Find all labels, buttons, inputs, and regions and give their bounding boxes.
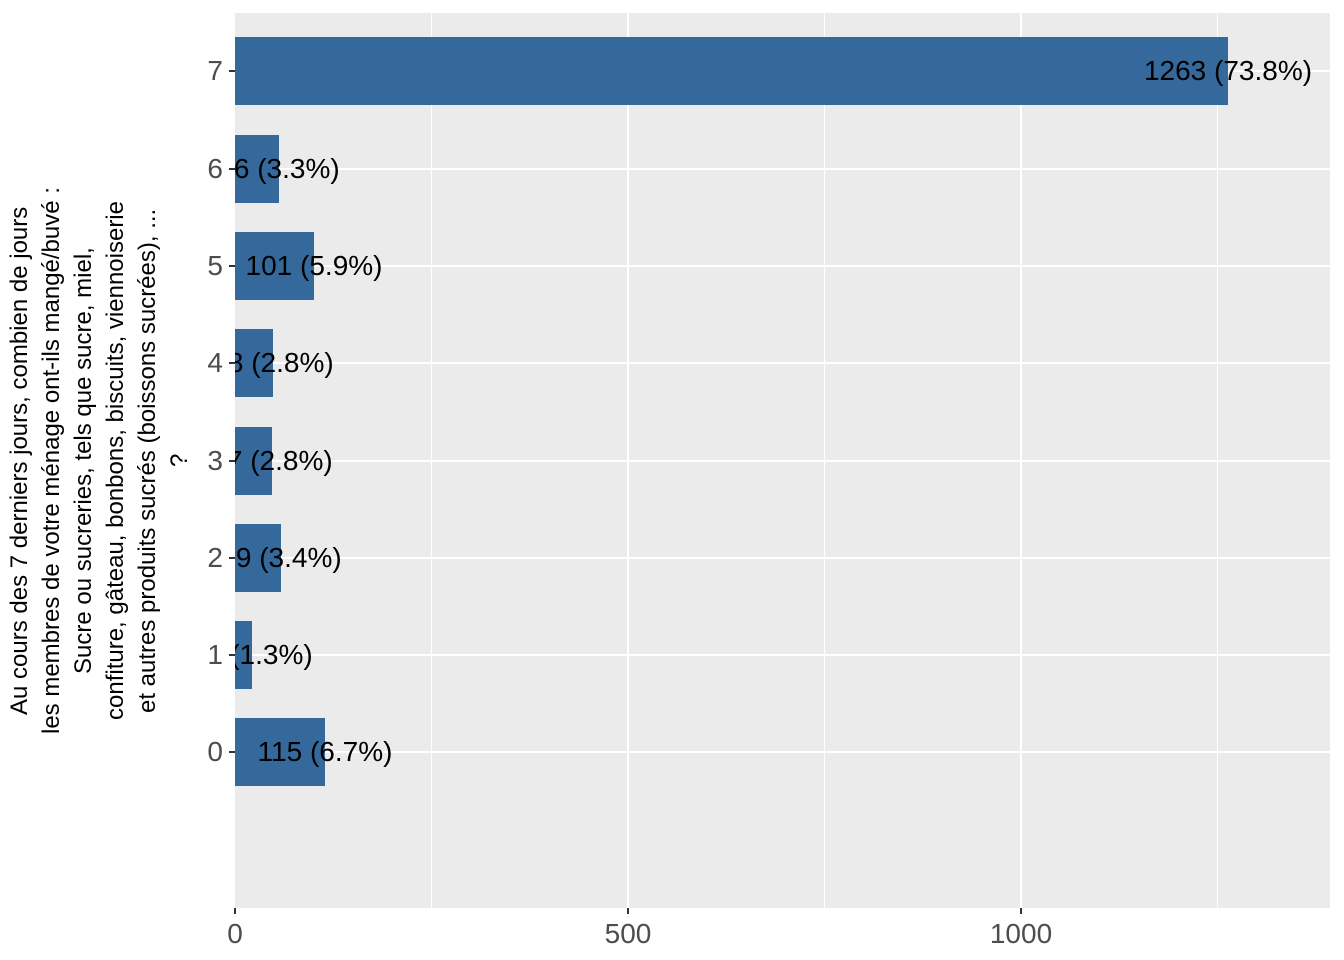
bar-value-label: 101 (5.9%)	[245, 250, 383, 281]
y-tick-mark	[229, 265, 235, 267]
gridline-major-horizontal	[235, 556, 1330, 559]
bar-value-label: 59 (3.4%)	[235, 542, 342, 573]
bar-day-0	[235, 718, 325, 786]
y-tick-mark	[229, 70, 235, 72]
y-tick-label: 7	[207, 55, 223, 86]
x-tick-label: 500	[604, 918, 652, 949]
y-tick-mark	[229, 168, 235, 170]
y-tick-mark	[229, 362, 235, 364]
x-tick-mark	[1020, 908, 1022, 914]
gridline-major-horizontal	[235, 167, 1330, 170]
bar-day-1	[235, 621, 252, 689]
bar-day-5	[235, 232, 314, 300]
plot-panel: 1263 (73.8%) 56 (3.3%) 101 (5.9%) 48 (2.8%)…	[235, 13, 1330, 908]
bar-value-label: 115 (6.7%)	[257, 736, 393, 767]
gridline-major-horizontal	[235, 459, 1330, 462]
gridline-major-horizontal	[235, 362, 1330, 365]
x-tick-mark	[234, 908, 236, 914]
bar-value-label: 56 (3.3%)	[235, 153, 340, 184]
gridline-major-horizontal	[235, 264, 1330, 267]
bar-day-4	[235, 329, 273, 397]
x-tick-mark	[627, 908, 629, 914]
gridline-major-horizontal	[235, 751, 1330, 754]
y-tick-mark	[229, 654, 235, 656]
bar-value-label: 48 (2.8%)	[235, 347, 334, 378]
y-tick-mark	[229, 557, 235, 559]
x-tick-label: 0	[227, 918, 243, 949]
y-tick-label: 2	[207, 542, 223, 573]
y-tick-label: 5	[207, 250, 223, 281]
y-axis-title: Au cours des 7 derniers jours, combien d…	[6, 187, 193, 734]
bar-day-3	[235, 427, 272, 495]
x-tick-label: 1000	[989, 918, 1053, 949]
bar-value-label: 1263 (73.8%)	[1143, 55, 1313, 86]
y-tick-mark	[229, 460, 235, 462]
y-tick-label: 0	[207, 736, 223, 767]
bar-day-7	[235, 37, 1228, 105]
y-tick-label: 3	[207, 445, 223, 476]
gridline-major-horizontal	[235, 654, 1330, 657]
bar-value-label: 47 (2.8%)	[235, 445, 333, 476]
y-tick-mark	[229, 751, 235, 753]
y-tick-label: 4	[207, 347, 223, 378]
bar-day-2	[235, 524, 281, 592]
y-tick-label: 1	[207, 639, 223, 670]
bar-day-6	[235, 135, 279, 203]
y-tick-label: 6	[207, 153, 223, 184]
bar-value-label: 22 (1.3%)	[235, 639, 313, 670]
